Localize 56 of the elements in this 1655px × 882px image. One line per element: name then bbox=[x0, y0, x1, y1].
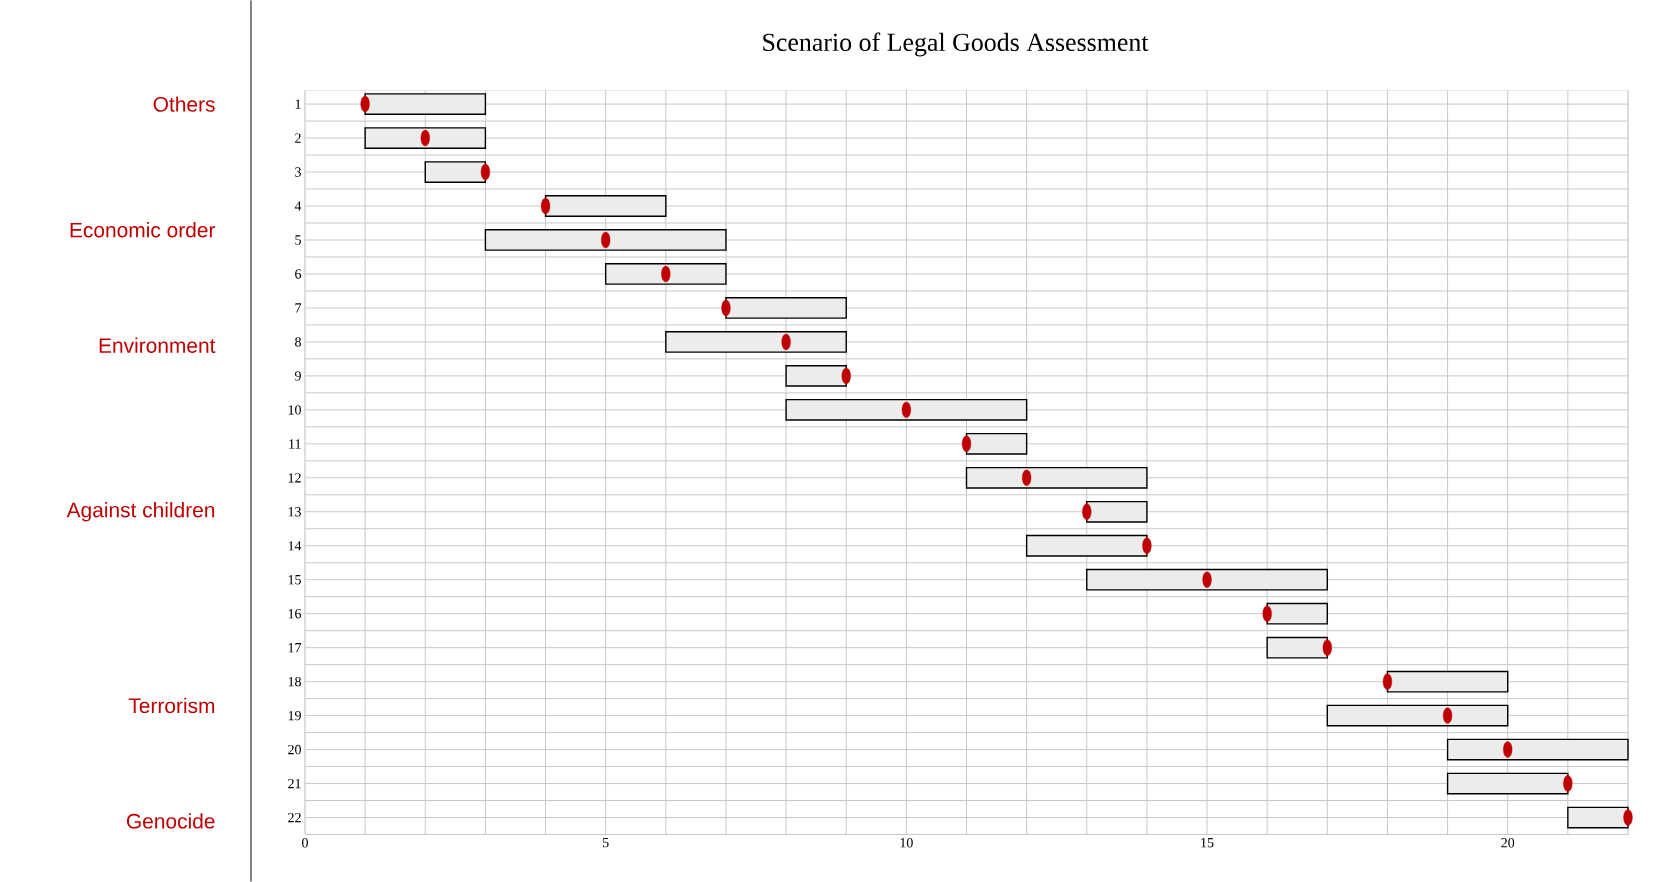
bar bbox=[424, 161, 487, 183]
bar bbox=[364, 93, 487, 115]
y-tick-label: 15 bbox=[288, 575, 301, 585]
bar bbox=[1326, 704, 1509, 727]
y-tick-label: 7 bbox=[295, 303, 302, 313]
y-tick-label: 8 bbox=[295, 337, 301, 347]
y-tick-label: 4 bbox=[294, 201, 302, 211]
bar bbox=[785, 364, 847, 387]
text: Economic order bbox=[70, 222, 216, 238]
y-tick-label: 16 bbox=[288, 609, 302, 619]
y-tick-label: 3 bbox=[295, 167, 301, 177]
bar bbox=[1446, 772, 1569, 795]
text: Genocide bbox=[126, 813, 215, 829]
y-tick-label: 17 bbox=[288, 643, 302, 653]
y-tick-label: 14 bbox=[288, 541, 302, 551]
bar bbox=[1446, 738, 1629, 761]
x-tick-label: 10 bbox=[900, 838, 913, 848]
bar bbox=[364, 127, 487, 149]
bar bbox=[1386, 670, 1509, 693]
bar bbox=[965, 432, 1028, 455]
bar bbox=[1086, 500, 1148, 523]
y-tick-label: 13 bbox=[288, 507, 301, 517]
bar bbox=[1086, 568, 1329, 591]
x-tick-label: 20 bbox=[1501, 838, 1515, 848]
y-tick-label: 5 bbox=[295, 235, 301, 245]
y-tick-label: 22 bbox=[288, 812, 301, 823]
bar bbox=[484, 229, 727, 251]
bar bbox=[1266, 636, 1329, 659]
y-tick-label: 21 bbox=[288, 778, 301, 789]
bar bbox=[725, 297, 847, 319]
bar bbox=[1266, 602, 1329, 625]
y-tick-label: 1 bbox=[295, 99, 301, 109]
text: Against children bbox=[66, 502, 215, 522]
bar bbox=[785, 398, 1028, 421]
y-tick-label: 20 bbox=[288, 744, 301, 755]
text: Environment bbox=[99, 337, 216, 353]
bar bbox=[1025, 534, 1148, 557]
x-tick-label: 5 bbox=[603, 838, 609, 848]
chart-title: Scenario of Legal Goods Assessment bbox=[763, 32, 1149, 57]
y-tick-label: 19 bbox=[288, 710, 301, 721]
bar bbox=[604, 263, 727, 285]
y-tick-label: 10 bbox=[288, 405, 301, 415]
x-tick-label: 15 bbox=[1201, 838, 1214, 848]
y-tick-label: 11 bbox=[289, 439, 301, 449]
y-tick-label: 12 bbox=[288, 473, 301, 483]
y-tick-label: 2 bbox=[295, 133, 301, 143]
y-tick-label: 18 bbox=[288, 676, 301, 687]
y-tick-label: 6 bbox=[295, 269, 302, 279]
bar bbox=[1567, 806, 1629, 829]
text: Terrorism bbox=[128, 697, 215, 714]
x-tick-label: 0 bbox=[302, 838, 308, 848]
bar bbox=[965, 466, 1148, 489]
text: Others bbox=[153, 96, 215, 112]
bar bbox=[665, 331, 847, 353]
y-tick-label: 9 bbox=[294, 371, 301, 381]
bar bbox=[544, 195, 667, 217]
